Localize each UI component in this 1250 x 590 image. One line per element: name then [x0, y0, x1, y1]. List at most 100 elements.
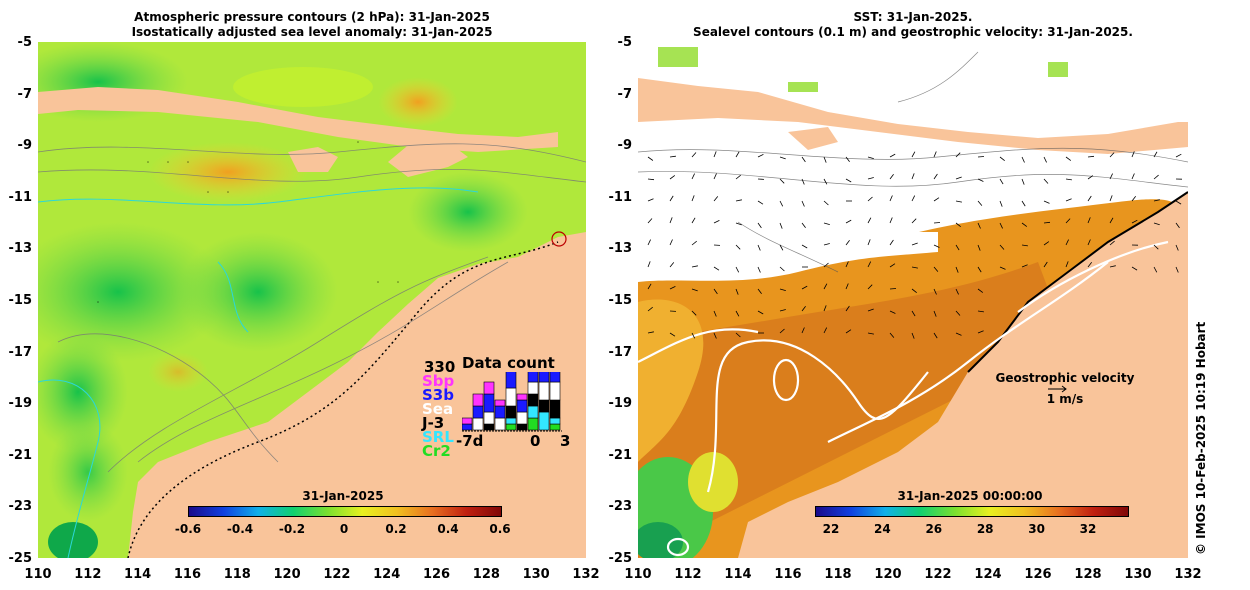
- velocity-arrow: [1065, 198, 1072, 202]
- velocity-arrow: [867, 284, 873, 290]
- velocity-arrow: [999, 266, 1006, 270]
- velocity-arrow: [669, 239, 673, 246]
- mission-label: J-3: [422, 414, 445, 432]
- data-count-bar-segment: [538, 399, 550, 413]
- colorbar-tick-label: 32: [1079, 522, 1097, 536]
- velocity-arrow: [757, 222, 762, 229]
- velocity-scale-label: 1 m/s: [1046, 392, 1084, 406]
- velocity-arrow: [801, 200, 805, 207]
- y-tick-label: -19: [608, 396, 633, 412]
- x-tick-label: 128: [1074, 567, 1102, 582]
- velocity-arrow: [691, 288, 698, 292]
- velocity-arrow: [647, 239, 651, 246]
- x-tick-label: 120: [874, 567, 902, 582]
- velocity-arrow: [1131, 219, 1138, 224]
- velocity-arrow: [933, 310, 937, 317]
- velocity-arrow: [977, 330, 984, 334]
- data-count-bar-segment: [494, 405, 506, 419]
- velocity-arrow: [889, 288, 897, 290]
- velocity-arrow: [1065, 239, 1069, 246]
- y-tick-label: -15: [8, 293, 33, 308]
- velocity-arrow: [713, 332, 717, 339]
- y-tick-label: -17: [8, 344, 33, 360]
- velocity-arrow: [735, 151, 740, 158]
- sea-level-anomaly-map: [8, 42, 587, 562]
- velocity-arrow: [845, 239, 850, 246]
- y-tick-label: -19: [8, 396, 33, 412]
- velocity-arrow: [735, 174, 741, 180]
- velocity-arrow: [911, 332, 915, 339]
- velocity-arrow: [955, 152, 961, 158]
- y-tick-label: -25: [8, 551, 33, 566]
- velocity-arrow: [933, 197, 940, 202]
- data-count-bar-segment: [483, 381, 495, 395]
- velocity-arrow: [669, 217, 673, 224]
- y-tick-label: -23: [8, 499, 33, 515]
- velocity-arrow: [647, 156, 654, 161]
- velocity-arrow: [779, 309, 786, 312]
- velocity-arrow: [845, 305, 850, 312]
- y-tick-label: -5: [617, 35, 632, 50]
- velocity-arrow: [735, 332, 741, 338]
- velocity-arrow: [779, 156, 786, 160]
- velocity-arrow: [669, 155, 676, 158]
- velocity-arrow: [1109, 265, 1116, 268]
- velocity-arrow: [889, 310, 896, 314]
- velocity-arrow: [801, 305, 806, 312]
- data-count-bar-segment: [538, 411, 550, 431]
- data-count-bar-segment: [505, 387, 517, 407]
- data-count-bar-segment: [527, 381, 539, 395]
- velocity-arrow: [757, 200, 764, 205]
- velocity-arrow: [647, 283, 652, 290]
- data-count-max: 330: [424, 358, 456, 376]
- left-map-svg: [8, 42, 587, 562]
- velocity-arrow: [779, 178, 785, 184]
- velocity-arrow: [1109, 195, 1113, 202]
- velocity-arrow: [647, 261, 651, 268]
- velocity-arrow: [867, 196, 873, 202]
- colorbar-tick-label: -0.4: [226, 522, 254, 536]
- velocity-arrow: [845, 261, 849, 268]
- velocity-arrow: [823, 283, 828, 290]
- data-count-bar-segment: [462, 417, 473, 425]
- velocity-arrow: [669, 195, 674, 202]
- velocity-arrow: [713, 196, 719, 202]
- velocity-arrow: [955, 266, 959, 273]
- velocity-arrow: [1087, 175, 1094, 180]
- velocity-arrow: [845, 178, 852, 183]
- velocity-arrow: [757, 266, 761, 273]
- x-tick-label: 126: [422, 567, 451, 582]
- right-colorbar: [815, 506, 1129, 517]
- x-tick-label: 120: [273, 567, 301, 582]
- velocity-arrow: [823, 243, 830, 246]
- velocity-arrow: [713, 288, 718, 295]
- data-count-title: Data count: [462, 354, 555, 372]
- velocity-arrow: [999, 200, 1003, 207]
- data-count-bar-segment: [472, 417, 484, 431]
- velocity-arrow: [955, 310, 961, 316]
- velocity-arrow: [823, 305, 827, 312]
- velocity-arrow: [713, 266, 720, 271]
- velocity-arrow: [801, 244, 808, 249]
- velocity-arrow: [867, 261, 872, 268]
- velocity-arrow: [1021, 222, 1028, 227]
- velocity-arrow: [757, 288, 762, 295]
- velocity-arrow: [911, 288, 917, 294]
- data-count-xlabel-start: -7d: [456, 432, 484, 450]
- x-tick-label: 122: [323, 567, 351, 582]
- y-tick-label: -25: [608, 551, 633, 566]
- velocity-arrow: [1109, 217, 1114, 224]
- velocity-arrow: [1087, 155, 1095, 158]
- colorbar-tick-label: 0.4: [437, 522, 459, 536]
- mission-label: Cr2: [422, 442, 451, 460]
- velocity-arrow: [845, 329, 852, 334]
- velocity-arrow: [999, 156, 1005, 162]
- velocity-arrow: [1109, 173, 1113, 180]
- velocity-arrow: [845, 156, 850, 163]
- velocity-arrow: [647, 198, 654, 202]
- velocity-arrow: [867, 177, 874, 180]
- velocity-arrow: [779, 328, 785, 334]
- colorbar-tick-label: 28: [976, 522, 994, 536]
- data-count-bar-segment: [516, 411, 528, 425]
- velocity-arrow: [1175, 200, 1182, 205]
